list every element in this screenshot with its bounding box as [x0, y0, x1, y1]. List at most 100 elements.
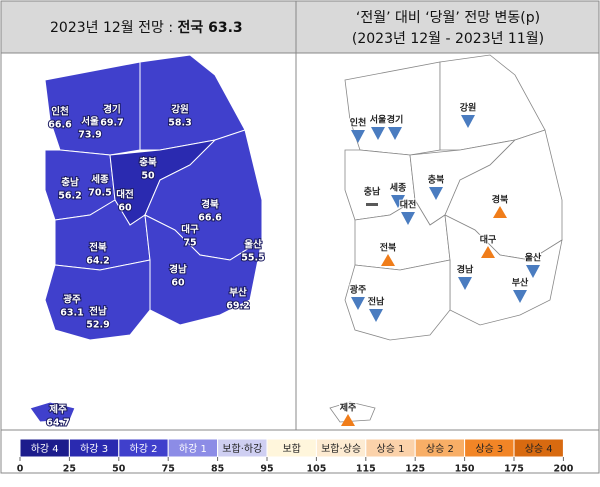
right-header — [295, 0, 600, 54]
legend-tick-label: 115 — [356, 464, 376, 475]
region-name: 전북 — [380, 242, 397, 254]
region-name: 서울 — [81, 116, 99, 128]
down-arrow — [388, 127, 402, 140]
region-name: 충남 — [61, 177, 79, 189]
region-name: 경기 — [387, 114, 404, 126]
down-arrow — [513, 290, 527, 303]
region-name: 인천 — [51, 107, 68, 118]
region-name: 경북 — [492, 194, 509, 206]
region-outline — [344, 61, 441, 156]
down-arrow — [461, 115, 475, 128]
region-value: 75 — [183, 238, 196, 249]
region-name: 충북 — [139, 157, 157, 169]
legend-tick-label: 175 — [504, 464, 524, 475]
region-name: 울산 — [244, 239, 262, 251]
down-arrow — [429, 187, 443, 200]
region-name: 대전 — [116, 189, 133, 201]
legend-label: 상승 3 — [475, 443, 503, 455]
region-value: 63.1 — [60, 308, 83, 319]
region-value: 60 — [171, 278, 185, 289]
up-arrow — [381, 254, 395, 266]
region-shape — [29, 401, 76, 423]
up-arrow — [493, 206, 507, 218]
region-outline — [344, 259, 451, 341]
region-value: 56.2 — [58, 191, 81, 202]
region-name: 경기 — [103, 104, 120, 116]
region-shape — [44, 259, 151, 341]
region-value: 69.7 — [100, 118, 123, 129]
region-value: 70.5 — [88, 188, 111, 199]
region-name: 제주 — [49, 404, 67, 416]
legend-label: 하강 2 — [130, 442, 158, 455]
region-name: 부산 — [229, 287, 247, 299]
legend-tick-label: 85 — [211, 464, 224, 475]
legend: 하강 4 하강 3 하강 2 하강 1 보합·하강 보합 보합·상승 상승 1 상승 2 상승 3… — [17, 438, 574, 475]
up-arrow — [481, 246, 495, 258]
region-name: 강원 — [460, 102, 477, 114]
legend-label: 상승 1 — [377, 443, 405, 455]
left-map: 인천 66.6 서울 73.9 경기 69.7 강원 58.3 충남 56.2 세종 70.5 대전 60… — [29, 54, 266, 430]
up-arrow — [341, 414, 355, 426]
down-arrow — [401, 212, 415, 225]
region-name: 부산 — [512, 277, 529, 289]
legend-label: 하강 1 — [179, 442, 207, 455]
left-title: 2023년 12월 전망 : 전국 63.3 — [50, 19, 243, 36]
region-name: 세종 — [91, 174, 109, 186]
down-arrow — [369, 309, 383, 322]
region-value: 64.7 — [46, 418, 69, 429]
right-title: ‘전월’ 대비 ‘당월’ 전망 변동(p) — [356, 10, 540, 26]
region-value: 50 — [141, 171, 155, 182]
title-prefix: 2023년 12월 전망 : — [50, 20, 173, 36]
legend-tick-label: 0 — [17, 464, 24, 475]
legend-swatch — [513, 438, 564, 458]
legend-label: 상승 2 — [426, 443, 454, 455]
legend-label: 상승 4 — [525, 443, 553, 455]
region-name: 충북 — [428, 174, 445, 186]
region-value: 52.9 — [86, 320, 109, 331]
legend-tick-label: 200 — [553, 464, 573, 475]
region-value: 64.2 — [86, 256, 109, 267]
region-name: 대구 — [181, 224, 199, 236]
legend-tick-label: 125 — [405, 464, 425, 475]
region-value: 69.2 — [226, 301, 249, 312]
down-arrow — [458, 277, 472, 290]
legend-tick-label: 95 — [260, 464, 273, 475]
region-name: 대전 — [400, 199, 417, 211]
region-name: 광주 — [350, 284, 367, 296]
down-arrow — [391, 195, 405, 208]
region-shape — [144, 214, 263, 326]
region-name: 경남 — [457, 264, 474, 276]
down-arrow — [351, 297, 365, 310]
region-outline — [329, 401, 376, 423]
legend-label: 보합 — [282, 443, 300, 455]
right-subtitle: (2023년 12월 - 2023년 11월) — [352, 31, 544, 47]
region-name: 울산 — [525, 252, 542, 264]
legend-tick-label: 50 — [112, 464, 126, 475]
down-arrow — [351, 130, 365, 143]
region-name: 전북 — [89, 242, 107, 254]
legend-label: 보합·하강 — [222, 442, 262, 455]
legend-label: 하강 4 — [31, 442, 59, 455]
left-header — [0, 0, 297, 54]
region-name: 서울 — [370, 114, 387, 126]
region-value: 66.6 — [48, 120, 72, 131]
region-name: 전남 — [368, 296, 385, 308]
region-name: 강원 — [171, 104, 188, 116]
region-name: 전남 — [89, 306, 107, 318]
region-name: 인천 — [350, 118, 367, 129]
region-value: 60 — [118, 203, 132, 214]
legend-tick-label: 25 — [63, 464, 76, 475]
region-value: 55.5 — [241, 253, 264, 264]
title-highlight: 전국 63.3 — [177, 19, 242, 36]
region-name: 경남 — [169, 264, 187, 276]
region-value: 58.3 — [168, 118, 191, 129]
region-name: 충남 — [364, 186, 381, 198]
region-value: 66.6 — [198, 213, 222, 224]
legend-label: 하강 3 — [80, 442, 108, 455]
flat-mark — [366, 203, 378, 206]
legend-label: 보합·상승 — [321, 443, 361, 455]
down-arrow — [371, 127, 385, 140]
legend-tick-label: 150 — [455, 464, 475, 475]
